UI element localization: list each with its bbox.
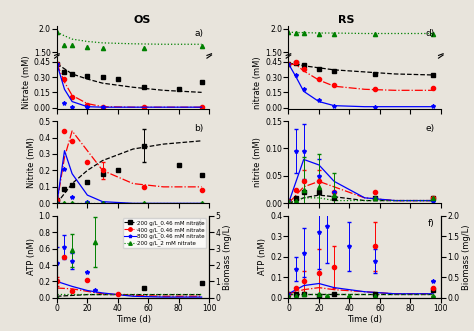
X-axis label: Time (d): Time (d) [347, 314, 382, 323]
Y-axis label: nitrate (mM): nitrate (mM) [254, 56, 263, 109]
Y-axis label: ATP (nM): ATP (nM) [258, 238, 267, 275]
Text: OS: OS [134, 15, 151, 25]
Y-axis label: Nitrate (mM): Nitrate (mM) [22, 56, 31, 110]
Text: RS: RS [338, 15, 354, 25]
Y-axis label: Nitrite (mM): Nitrite (mM) [27, 137, 36, 188]
Text: a): a) [194, 29, 203, 38]
Y-axis label: Biomass (mg/L): Biomass (mg/L) [462, 224, 471, 290]
Y-axis label: nitrite (mM): nitrite (mM) [254, 137, 263, 187]
X-axis label: Time (d): Time (d) [116, 314, 151, 323]
Text: d): d) [426, 29, 435, 38]
Text: f): f) [428, 219, 435, 228]
Text: e): e) [426, 124, 435, 133]
Text: b): b) [194, 124, 203, 133]
Legend: 200 g/L_0.46 mM nitrate, 400 g/L_0.46 mM nitrate, 800 g/L_0.46 mM nitrate, 200 g: 200 g/L_0.46 mM nitrate, 400 g/L_0.46 mM… [123, 218, 207, 248]
Y-axis label: Biomass (mg/L): Biomass (mg/L) [223, 224, 232, 290]
Y-axis label: ATP (nM): ATP (nM) [27, 238, 36, 275]
Text: c): c) [195, 219, 203, 228]
